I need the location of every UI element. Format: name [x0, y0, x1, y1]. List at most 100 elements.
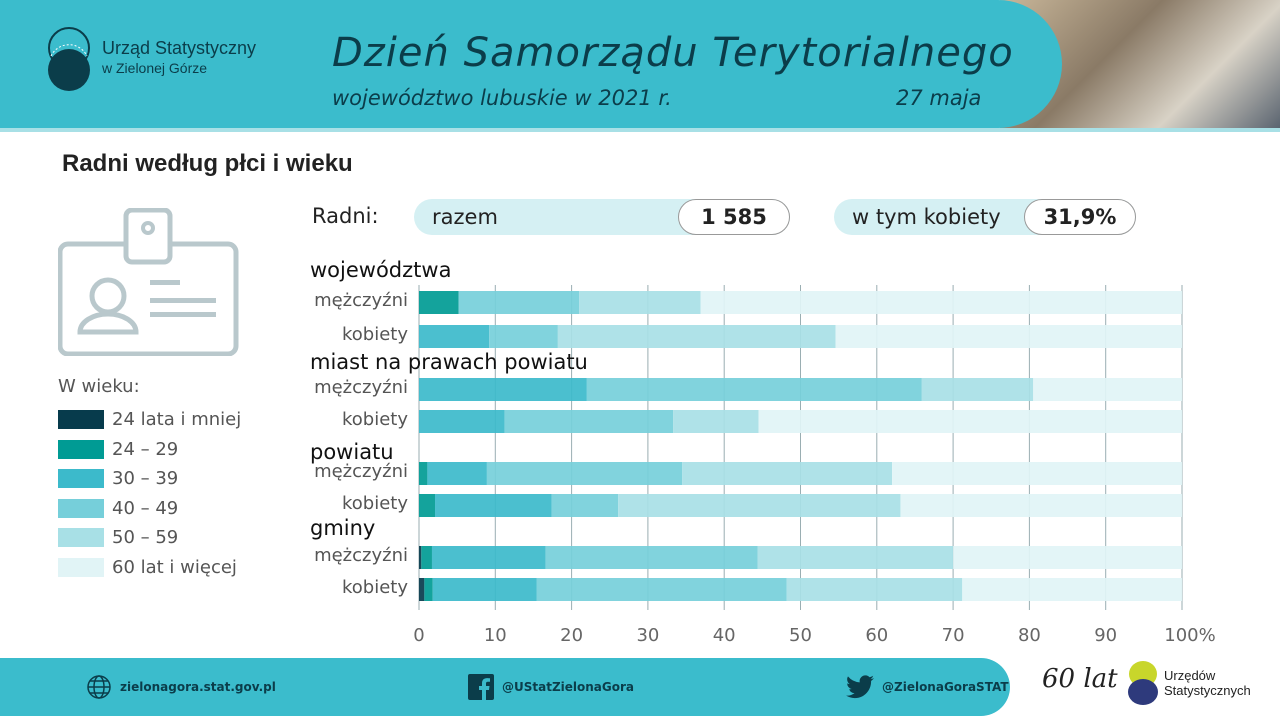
bar-segment [557, 325, 836, 348]
legend-item: 30 – 39 [58, 464, 241, 494]
bar-segment [431, 546, 546, 569]
row-label: mężczyźni [314, 545, 408, 566]
facebook-link[interactable]: @UStatZielonaGora [468, 658, 634, 716]
group-label: gminy [310, 516, 376, 540]
twitter-icon [846, 675, 874, 699]
bar-segment [419, 291, 459, 314]
women-value: 31,9% [1024, 199, 1136, 235]
bar-segment [758, 410, 1182, 433]
legend-label: 24 – 29 [112, 438, 179, 460]
legend-item: 60 lat i więcej [58, 553, 241, 583]
twitter-text: @ZielonaGoraSTAT [882, 680, 1009, 694]
group-label: powiatu [310, 440, 394, 464]
bar-segment [835, 325, 1182, 348]
legend-swatch [58, 410, 104, 430]
twitter-link[interactable]: @ZielonaGoraSTAT [846, 658, 1009, 716]
bar-segment [536, 578, 787, 601]
age-gender-chart: 0 10 20 30 40 50 60 70 80 90 100% [413, 285, 1216, 646]
legend-title: W wieku: [58, 376, 140, 397]
section-title: Radni według płci i wieku [62, 150, 353, 177]
bar-segment [419, 325, 490, 348]
row-label: mężczyźni [314, 461, 408, 482]
row-label: kobiety [341, 493, 408, 514]
legend-swatch [58, 557, 104, 577]
legend-label: 50 – 59 [112, 527, 179, 549]
bar-segment [551, 494, 619, 517]
group-label: miast na prawach powiatu [310, 350, 588, 374]
total-label: razem [432, 205, 498, 229]
website-text: zielonagora.stat.gov.pl [120, 680, 276, 694]
bar-segment [786, 578, 963, 601]
page-title: Dzień Samorządu Terytorialnego [332, 30, 1014, 76]
legend: W wieku: 24 lata i mniej 24 – 29 30 – 39 40… [58, 376, 241, 582]
bar-segment [427, 462, 487, 485]
legend-item: 40 – 49 [58, 494, 241, 524]
x-tick-label: 60 [865, 625, 888, 646]
bar-segment [682, 462, 893, 485]
bar-segment [900, 494, 1182, 517]
header-strip [0, 124, 1280, 132]
legend-swatch [58, 439, 104, 459]
bar-segment [921, 378, 1034, 401]
bar-segment [504, 410, 674, 433]
bar-segment [486, 462, 683, 485]
x-tick-label: 30 [636, 625, 659, 646]
bar-segment [419, 578, 425, 601]
bar-segment [458, 291, 580, 314]
bar-segment [700, 291, 1182, 314]
bar-segment [419, 546, 422, 569]
x-tick-label: 10 [484, 625, 507, 646]
x-tick-label: 100% [1164, 625, 1215, 646]
bar-segment [545, 546, 758, 569]
x-tick-label: 40 [713, 625, 736, 646]
bar-segment [953, 546, 1182, 569]
legend-item: 24 lata i mniej [58, 405, 241, 435]
group-label: województwa [310, 258, 452, 282]
partner-line2: Statystycznych [1164, 683, 1251, 698]
x-tick-label: 80 [1018, 625, 1041, 646]
x-tick-label: 90 [1094, 625, 1117, 646]
bar-segment [1033, 378, 1182, 401]
summary-label: Radni: [312, 204, 379, 228]
bar-segment [432, 578, 537, 601]
partner-name: Urzędów Statystycznych [1164, 668, 1251, 698]
women-label: w tym kobiety [852, 205, 1001, 229]
legend-item: 50 – 59 [58, 523, 241, 553]
bar-segment [586, 378, 922, 401]
bar-segment [892, 462, 1182, 485]
x-tick-label: 50 [789, 625, 812, 646]
legend-label: 24 lata i mniej [112, 409, 242, 431]
legend-label: 60 lat i więcej [112, 556, 237, 578]
legend-swatch [58, 528, 104, 548]
bar-segment [424, 578, 433, 601]
bar-segment [579, 291, 701, 314]
legend-swatch [58, 498, 104, 518]
office-logo-icon [48, 27, 90, 91]
bar-segment [435, 494, 552, 517]
row-label: kobiety [341, 324, 408, 345]
row-label: mężczyźni [314, 377, 408, 398]
website-link[interactable]: zielonagora.stat.gov.pl [86, 658, 276, 716]
bar-segment [419, 410, 505, 433]
id-badge-icon [58, 208, 239, 356]
event-date: 27 maja [896, 86, 982, 110]
total-pill: razem 1 585 [414, 199, 790, 235]
x-tick-label: 20 [560, 625, 583, 646]
legend-swatch [58, 469, 104, 489]
bar-segment [419, 462, 428, 485]
bar-segment [757, 546, 954, 569]
bar-segment [962, 578, 1182, 601]
row-label: kobiety [341, 409, 408, 430]
org-location: w Zielonej Górze [102, 60, 208, 76]
bar-segment [419, 378, 587, 401]
x-tick-label: 70 [942, 625, 965, 646]
org-name: Urząd Statystyczny [102, 38, 257, 58]
row-label: mężczyźni [314, 290, 408, 311]
legend-label: 30 – 39 [112, 468, 179, 490]
bar-segment [673, 410, 759, 433]
row-label: kobiety [341, 577, 408, 598]
header: Urząd Statystyczny w Zielonej Górze Dzień… [0, 0, 1062, 128]
women-pill: w tym kobiety 31,9% [834, 199, 1136, 235]
bar-segment [489, 325, 558, 348]
partner-line1: Urzędów [1164, 668, 1216, 683]
